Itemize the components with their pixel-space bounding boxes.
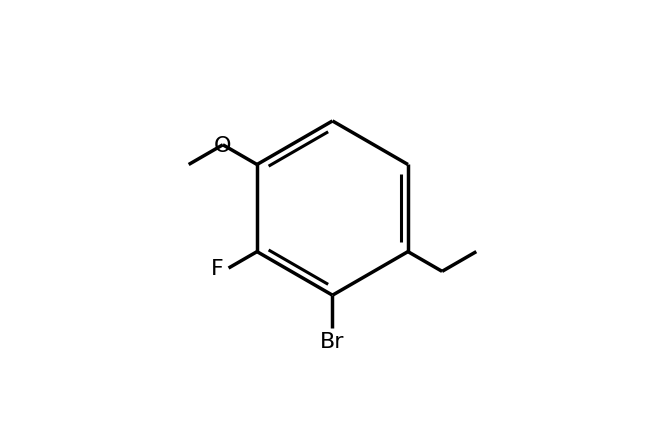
Text: F: F: [211, 259, 224, 279]
Text: O: O: [214, 135, 232, 155]
Text: Br: Br: [320, 331, 345, 351]
